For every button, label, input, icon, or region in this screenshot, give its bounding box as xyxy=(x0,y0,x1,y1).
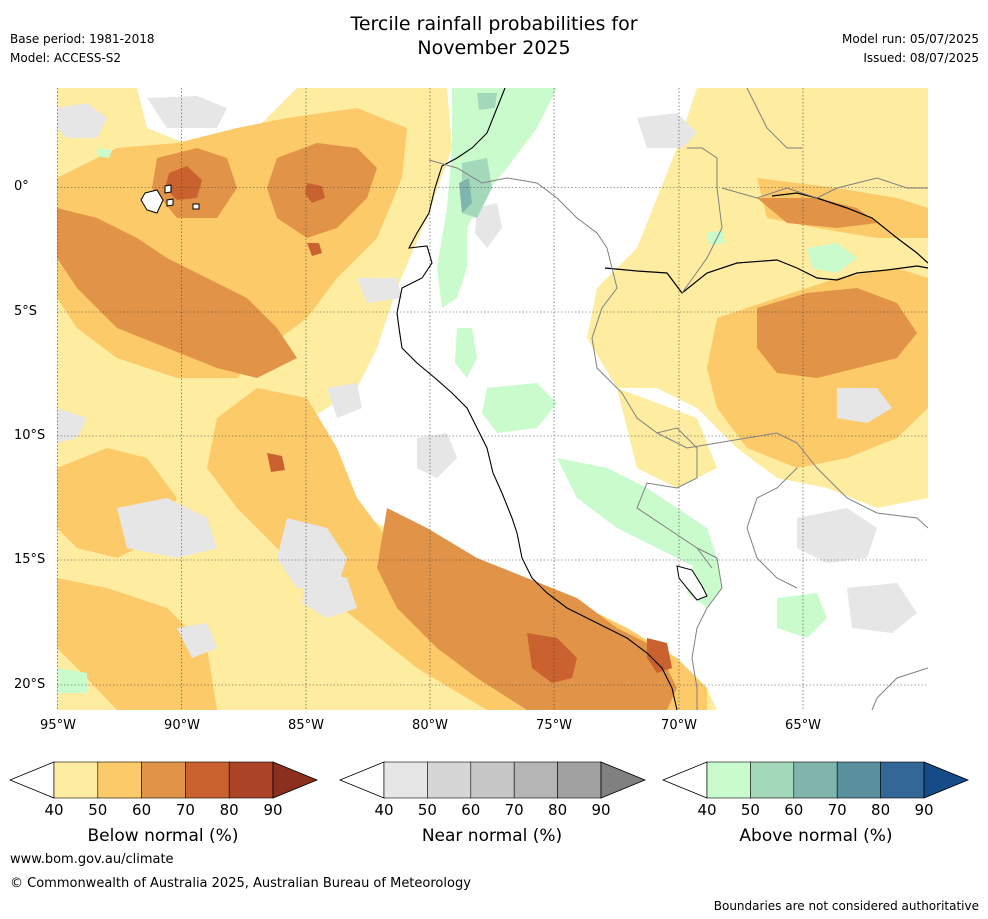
colorbar-segment xyxy=(53,761,99,799)
colorbar-tick-label: 50 xyxy=(417,801,437,819)
colorbar-tick-label: 80 xyxy=(871,801,891,819)
country-borders xyxy=(428,88,928,710)
lat-label: 10°S xyxy=(14,428,46,443)
colorbar-above-label: Above normal (%) xyxy=(739,826,893,846)
colorbar-segment xyxy=(427,761,472,799)
colorbar-high-arrow xyxy=(923,761,970,799)
map-canvas xyxy=(57,88,928,710)
colorbar-tick-label: 90 xyxy=(591,801,611,819)
colorbar-tick-label: 70 xyxy=(827,801,847,819)
colorbar-high-arrow xyxy=(272,761,319,799)
lon-label: 90°W xyxy=(164,718,200,733)
model-label: Model: ACCESS-S2 xyxy=(10,51,122,65)
colorbar-tick-label: 90 xyxy=(914,801,934,819)
colorbar-tick-label: 80 xyxy=(219,801,239,819)
colorbar-low-arrow xyxy=(8,761,55,799)
colorbar-tick-label: 70 xyxy=(504,801,524,819)
colorbar-near-label: Near normal (%) xyxy=(421,826,563,846)
colorbar-tick-label: 60 xyxy=(461,801,481,819)
colorbar-segment xyxy=(880,761,925,799)
colorbar-tick-label: 40 xyxy=(697,801,717,819)
footer-copyright: © Commonwealth of Australia 2025, Austra… xyxy=(10,876,471,891)
lon-label: 70°W xyxy=(661,718,697,733)
issued-label: Issued: 08/07/2025 xyxy=(863,51,979,65)
colorbar-near xyxy=(338,761,647,799)
lake-titicaca xyxy=(676,565,708,601)
title-line-1: Tercile rainfall probabilities for xyxy=(350,13,638,35)
lat-label: 20°S xyxy=(14,677,46,692)
gridlines xyxy=(57,88,928,710)
river-north xyxy=(771,192,928,264)
lon-label: 80°W xyxy=(412,718,448,733)
colorbar-segment xyxy=(383,761,428,799)
colorbars xyxy=(8,761,970,799)
colorbar-segment xyxy=(470,761,515,799)
forecast-map[interactable] xyxy=(57,88,928,710)
colorbar-segment xyxy=(557,761,602,799)
lon-label: 65°W xyxy=(785,718,821,733)
colorbar-tick-label: 90 xyxy=(263,801,283,819)
model-run-label: Model run: 05/07/2025 xyxy=(841,32,979,46)
colorbar-below xyxy=(8,761,319,799)
colorbar-high-arrow xyxy=(600,761,647,799)
colorbar-segment xyxy=(141,761,186,799)
colorbar-tick-label: 80 xyxy=(548,801,568,819)
colorbar-segment xyxy=(97,761,142,799)
near-normal-40-band xyxy=(57,96,917,658)
amazon-river xyxy=(604,259,928,294)
colorbar-below-label: Below normal (%) xyxy=(87,826,239,846)
colorbar-above xyxy=(661,761,970,799)
colorbar-tick-label: 50 xyxy=(740,801,760,819)
colorbar-low-arrow xyxy=(661,761,708,799)
colorbar-tick-label: 60 xyxy=(784,801,804,819)
colorbar-tick-label: 40 xyxy=(44,801,64,819)
colorbar-segment xyxy=(513,761,558,799)
colorbar-tick-label: 60 xyxy=(132,801,152,819)
footer-disclaimer: Boundaries are not considered authoritat… xyxy=(713,899,979,913)
colorbar-low-arrow xyxy=(338,761,385,799)
page-title: Tercile rainfall probabilities for Novem… xyxy=(0,12,988,60)
colorbar-tick-label: 50 xyxy=(88,801,108,819)
base-period-label: Base period: 1981-2018 xyxy=(10,32,155,46)
colorbar-tick-label: 40 xyxy=(374,801,394,819)
colorbar-segment xyxy=(706,761,751,799)
lon-label: 75°W xyxy=(536,718,572,733)
lon-label: 95°W xyxy=(40,718,76,733)
colorbar-segment xyxy=(793,761,838,799)
colorbar-segment xyxy=(228,761,274,799)
lat-label: 0° xyxy=(14,179,29,194)
galapagos-islands xyxy=(140,184,200,214)
below-normal-70-band xyxy=(165,166,672,683)
title-line-2: November 2025 xyxy=(417,37,571,59)
above-normal-40-band xyxy=(57,88,857,693)
lat-label: 15°S xyxy=(14,552,46,567)
colorbar-segment xyxy=(750,761,795,799)
colorbar-segment xyxy=(836,761,881,799)
colorbar-tick-label: 70 xyxy=(175,801,195,819)
coastline xyxy=(396,88,678,710)
above-normal-60-band xyxy=(459,178,472,213)
colorbar-segment xyxy=(185,761,230,799)
lon-label: 85°W xyxy=(288,718,324,733)
footer-url[interactable]: www.bom.gov.au/climate xyxy=(10,852,174,867)
lat-label: 5°S xyxy=(14,304,38,319)
